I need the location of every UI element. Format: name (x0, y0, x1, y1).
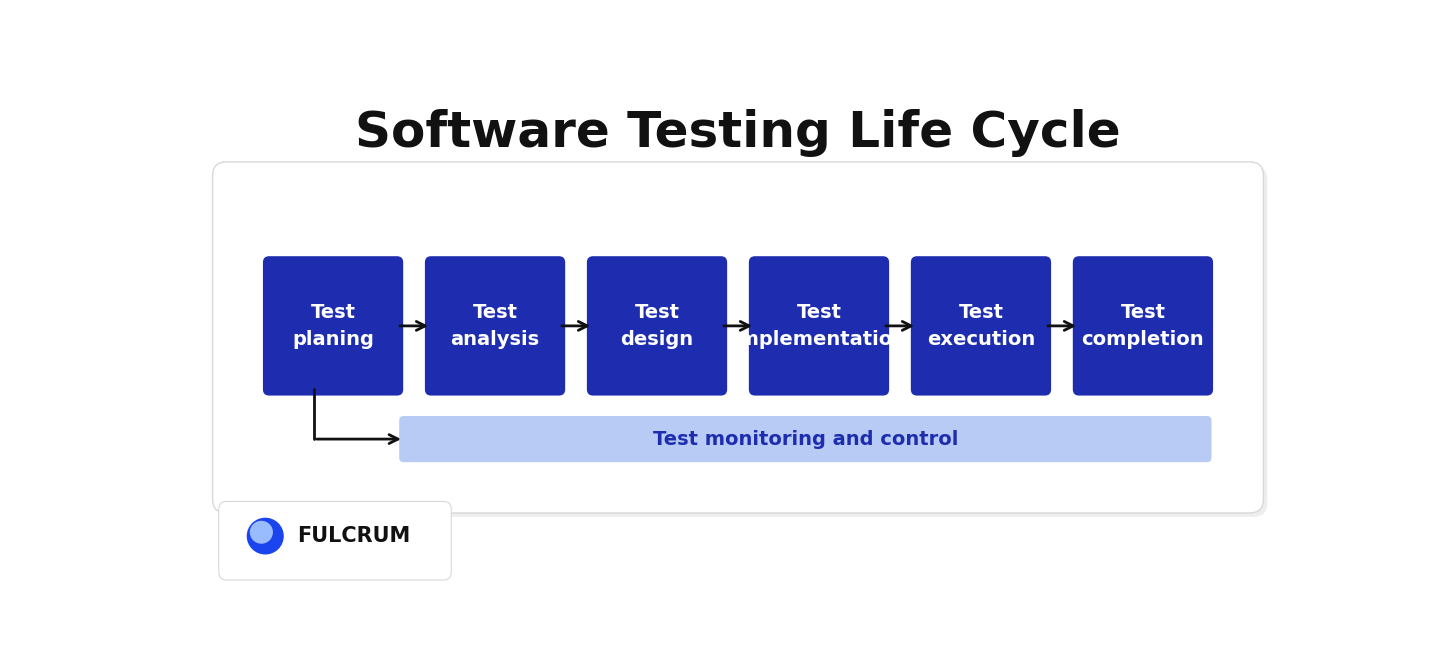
Text: FULCRUM: FULCRUM (297, 526, 410, 546)
Text: Test
completion: Test completion (1081, 303, 1204, 348)
FancyBboxPatch shape (425, 256, 564, 396)
Text: Test
planing: Test planing (292, 303, 374, 348)
FancyBboxPatch shape (264, 256, 403, 396)
FancyBboxPatch shape (213, 162, 1263, 513)
Text: Test
execution: Test execution (927, 303, 1035, 348)
FancyBboxPatch shape (588, 256, 727, 396)
FancyBboxPatch shape (219, 501, 451, 580)
Circle shape (251, 522, 272, 543)
Text: Test
design: Test design (621, 303, 694, 348)
FancyBboxPatch shape (1073, 256, 1212, 396)
FancyBboxPatch shape (216, 166, 1267, 517)
Text: Test
analysis: Test analysis (451, 303, 540, 348)
Text: Test
implementation: Test implementation (732, 303, 906, 348)
Circle shape (248, 518, 284, 554)
FancyBboxPatch shape (399, 416, 1211, 462)
Text: Software Testing Life Cycle: Software Testing Life Cycle (356, 110, 1120, 157)
Text: Test monitoring and control: Test monitoring and control (652, 430, 958, 449)
FancyBboxPatch shape (912, 256, 1051, 396)
FancyBboxPatch shape (749, 256, 888, 396)
